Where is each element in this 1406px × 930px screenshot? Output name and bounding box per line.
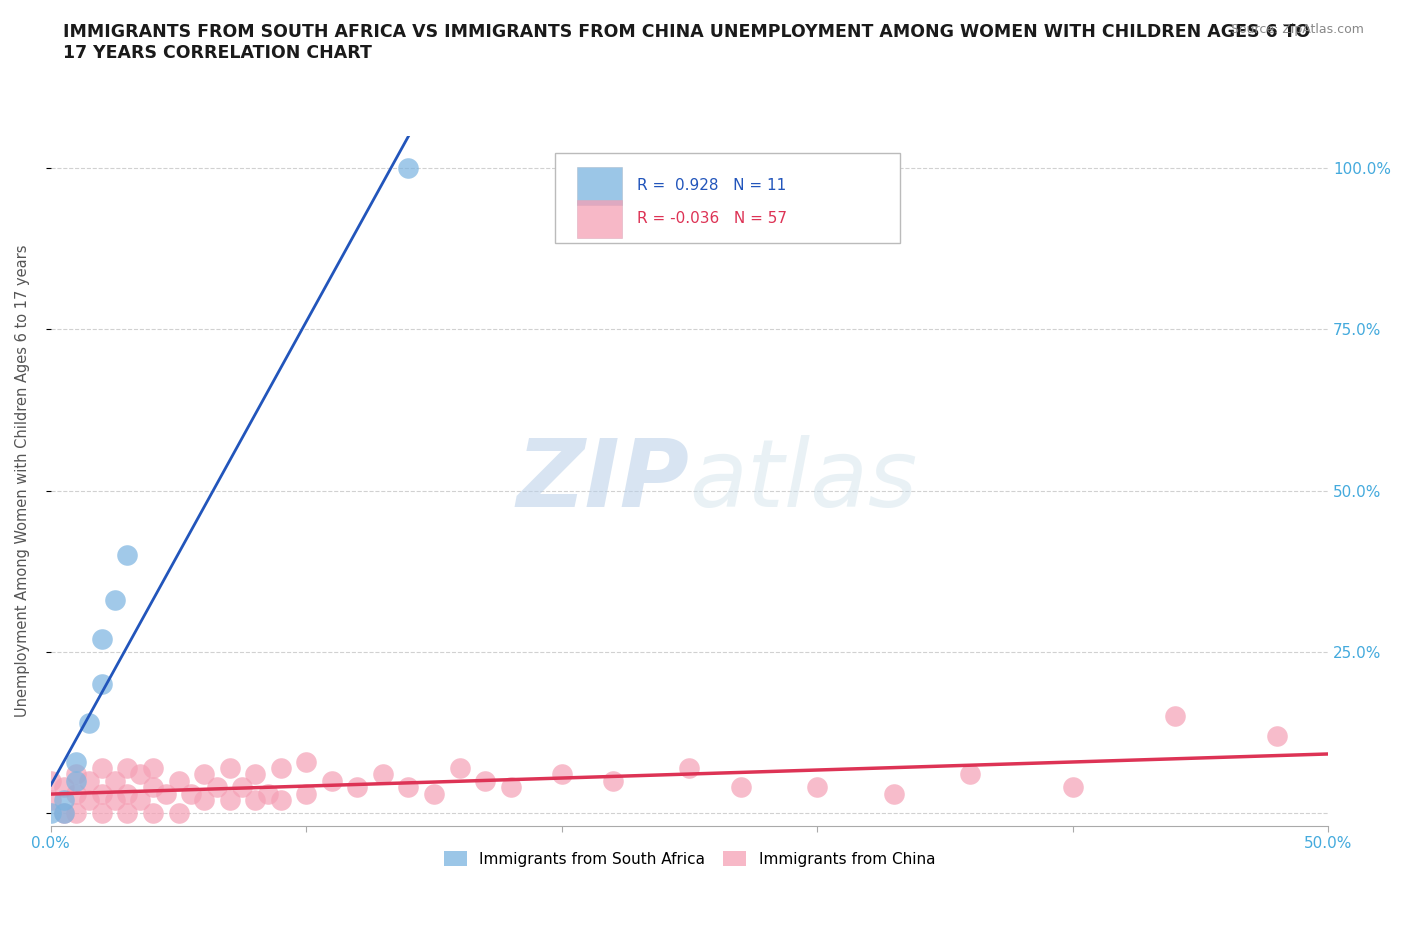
Point bbox=[398, 161, 420, 176]
Point bbox=[295, 754, 318, 769]
Point bbox=[167, 805, 190, 820]
Point bbox=[104, 774, 127, 789]
Point bbox=[602, 774, 624, 789]
Point bbox=[371, 767, 394, 782]
Point bbox=[155, 787, 177, 802]
Point bbox=[117, 805, 139, 820]
Point bbox=[90, 787, 112, 802]
Point bbox=[104, 792, 127, 807]
Point bbox=[551, 767, 574, 782]
Text: ZIP: ZIP bbox=[516, 435, 689, 527]
Point bbox=[449, 761, 471, 776]
Point bbox=[90, 631, 112, 646]
Point bbox=[205, 780, 228, 795]
Point bbox=[959, 767, 981, 782]
Point bbox=[883, 787, 905, 802]
Point bbox=[245, 767, 267, 782]
Point bbox=[321, 774, 343, 789]
Point bbox=[65, 774, 87, 789]
Point bbox=[52, 792, 75, 807]
Point bbox=[90, 677, 112, 692]
Point bbox=[423, 787, 446, 802]
Legend: Immigrants from South Africa, Immigrants from China: Immigrants from South Africa, Immigrants… bbox=[444, 851, 935, 867]
Point bbox=[77, 715, 100, 730]
Text: IMMIGRANTS FROM SOUTH AFRICA VS IMMIGRANTS FROM CHINA UNEMPLOYMENT AMONG WOMEN W: IMMIGRANTS FROM SOUTH AFRICA VS IMMIGRAN… bbox=[63, 23, 1310, 62]
Text: atlas: atlas bbox=[689, 435, 918, 526]
Point bbox=[257, 787, 280, 802]
Point bbox=[270, 761, 292, 776]
Point bbox=[806, 780, 828, 795]
Point bbox=[142, 780, 165, 795]
Point bbox=[129, 792, 152, 807]
Point bbox=[117, 548, 139, 563]
Point bbox=[474, 774, 496, 789]
Point bbox=[180, 787, 202, 802]
FancyBboxPatch shape bbox=[576, 200, 621, 238]
Point bbox=[77, 792, 100, 807]
Point bbox=[142, 761, 165, 776]
Point bbox=[1265, 728, 1288, 743]
Point bbox=[77, 774, 100, 789]
Point bbox=[129, 767, 152, 782]
Point bbox=[142, 805, 165, 820]
Point bbox=[39, 805, 62, 820]
Text: Source: ZipAtlas.com: Source: ZipAtlas.com bbox=[1230, 23, 1364, 36]
Point bbox=[193, 767, 215, 782]
Point bbox=[52, 805, 75, 820]
Point bbox=[65, 754, 87, 769]
Point bbox=[52, 805, 75, 820]
Point bbox=[117, 787, 139, 802]
Text: R =  0.928   N = 11: R = 0.928 N = 11 bbox=[637, 178, 786, 193]
Text: R = -0.036   N = 57: R = -0.036 N = 57 bbox=[637, 211, 787, 226]
Y-axis label: Unemployment Among Women with Children Ages 6 to 17 years: Unemployment Among Women with Children A… bbox=[15, 245, 30, 717]
Point bbox=[245, 792, 267, 807]
Point bbox=[65, 767, 87, 782]
FancyBboxPatch shape bbox=[555, 153, 900, 243]
Point bbox=[346, 780, 368, 795]
Point bbox=[499, 780, 522, 795]
Point bbox=[270, 792, 292, 807]
Point bbox=[65, 805, 87, 820]
Point bbox=[295, 787, 318, 802]
Point bbox=[1164, 709, 1187, 724]
Point bbox=[65, 787, 87, 802]
Point bbox=[117, 761, 139, 776]
Point bbox=[39, 774, 62, 789]
Point bbox=[90, 761, 112, 776]
Point bbox=[398, 780, 420, 795]
Point bbox=[218, 761, 240, 776]
Point bbox=[678, 761, 700, 776]
Point bbox=[730, 780, 752, 795]
Point bbox=[167, 774, 190, 789]
Point bbox=[104, 592, 127, 607]
Point bbox=[90, 805, 112, 820]
Point bbox=[193, 792, 215, 807]
Point bbox=[1062, 780, 1084, 795]
FancyBboxPatch shape bbox=[576, 166, 621, 205]
Point bbox=[231, 780, 253, 795]
Point bbox=[52, 780, 75, 795]
Point bbox=[39, 792, 62, 807]
Point bbox=[218, 792, 240, 807]
